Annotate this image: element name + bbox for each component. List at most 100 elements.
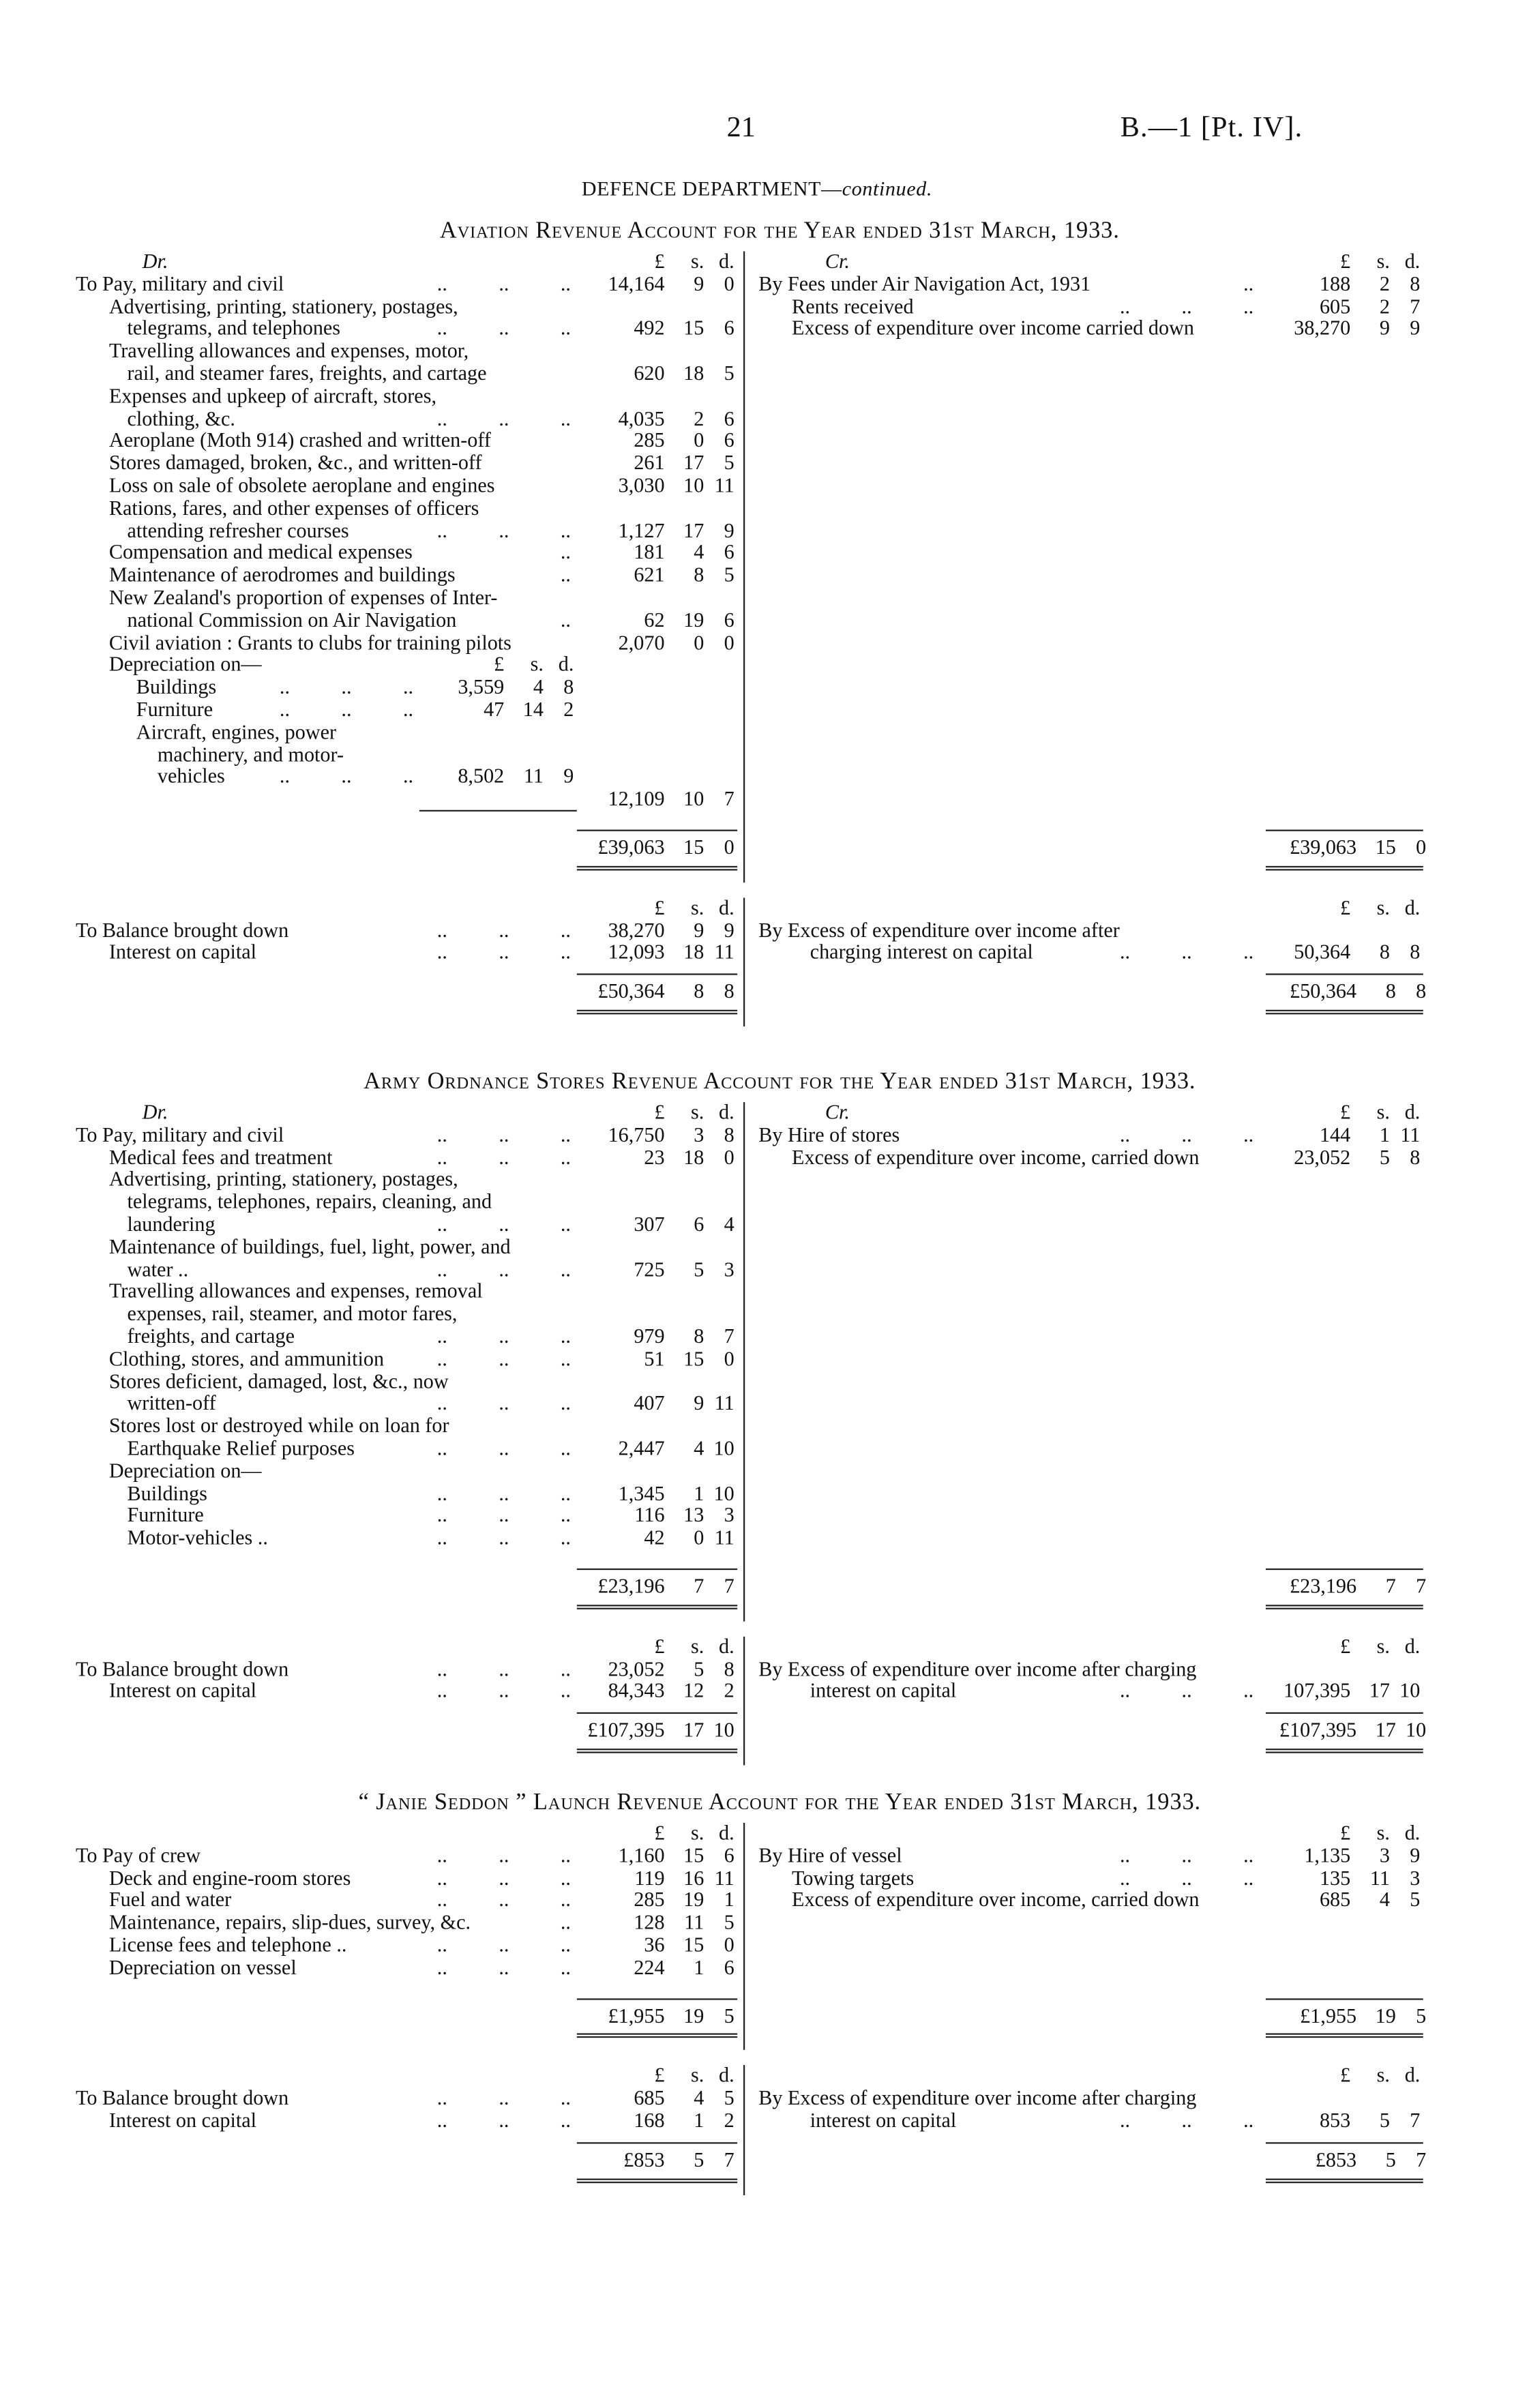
amount: 116 [634,1504,665,1527]
entry-text: Clothing, stores, and ammunition [108,1348,385,1370]
header-label: Dr. [76,252,577,274]
entry-text: vehicles [157,767,225,788]
amount: 1 [724,1888,734,1912]
amount: 144 [1319,1123,1351,1146]
army-ordnance-revenue-account: Army Ordnance Stores Revenue Account for… [76,1070,1426,1766]
amount: 17 [683,451,704,475]
ledger-row: attending refresher courses 1,127 17 9 [76,519,737,543]
entry-description: Stores damaged, broken, &c., and written… [76,453,577,475]
debit-side: £s.d.To Balance brought down23,05258Inte… [76,1635,746,1753]
ledger-row: Buildings 1,345 1 10 [76,1482,737,1506]
dot-leader [471,1912,577,1935]
amount: 9 [694,918,704,941]
spacer [76,1550,737,1569]
amount: 11 [1369,1866,1390,1889]
amount: 0 [724,1145,734,1168]
dot-leader [207,1483,577,1506]
total-amount-box: £1,955 19 5 [1265,1997,1426,2038]
debit-side: Dr. £ s. d. To Pay, military and civil 14,164… [76,250,746,870]
total-amount-box: £1,955 19 5 [576,1997,738,2038]
amount: 0 [694,1526,704,1549]
entry-description: water .. [76,1259,577,1281]
entry-text: Travelling allowances and expenses, remo… [108,1281,483,1303]
entry-description: Expenses and upkeep of aircraft, stores, [76,386,577,408]
sub-amount: 47 [484,698,505,721]
entry-text: Advertising, printing, stationery, posta… [108,1169,458,1191]
currency-column-header: £ [654,1100,665,1124]
amount: 6 [724,608,734,631]
total-amount: 10 [1406,1718,1427,1742]
ledger-row: Excess of expenditure over income, carri… [758,1889,1423,1912]
amount: 5 [724,563,734,586]
currency-column-header: £ [1340,1635,1351,1658]
amount: 621 [634,563,665,586]
entry-text: To Pay, military and civil [76,1125,284,1146]
amount: 181 [634,541,665,564]
amount: 13 [683,1504,704,1527]
currency-column-header: s. [1376,1100,1390,1124]
sub-column-header: d. [558,653,574,676]
total-amount: 8 [1416,979,1427,1002]
amount: 0 [724,630,734,654]
dot-leader [297,1957,577,1980]
entry-text: Loss on sale of obsolete aeroplane and e… [108,475,495,497]
amount: 492 [634,316,665,340]
column-header-row: £ s. d. [758,2064,1423,2088]
ledger-row: interest on capital 107,395 17 10 [758,1680,1423,1704]
dot-leader [1033,942,1260,965]
dot-leader [332,1147,576,1170]
entry-text: rail, and steamer fares, freights, and c… [127,363,487,385]
entry-description: To Balance brought down [76,920,577,942]
entry-description: Furniture [76,1505,577,1528]
amount: 6 [724,406,734,430]
entry-text: Interest on capital [108,1680,257,1703]
amount: 84,343 [608,1679,665,1703]
entry-description: laundering [76,1214,577,1236]
entry-text: Interest on capital [108,2110,257,2132]
amount: 1 [694,2109,704,2132]
dot-leader [256,2111,577,2133]
entry-description: Interest on capital [76,942,577,965]
total-row: £23,196 7 7 [758,1568,1426,1609]
amount: 2 [724,1679,734,1703]
amount: 188 [1319,272,1351,295]
entry-description: Depreciation on— [76,655,419,677]
ledger-row: By Fees under Air Navigation Act, 1931 18… [758,273,1423,296]
side-label: Dr. [142,251,168,273]
total-amount: 17 [683,1718,704,1742]
total-amount: £107,395 [587,1718,665,1742]
entry-text: Civil aviation : Grants to clubs for tra… [108,631,511,654]
ledger-row: rail, and steamer fares, freights, and c… [76,362,737,386]
entry-description: written-off [76,1393,577,1416]
total-amount: 19 [1375,2004,1396,2027]
ledger-row: Deck and engine-room stores 119 16 11 [76,1867,737,1890]
amount: 4 [724,1213,734,1236]
total-amount: 7 [1416,1574,1427,1597]
entry-text: laundering [127,1214,216,1236]
entry-description: Civil aviation : Grants to clubs for tra… [76,632,577,655]
spacer [758,964,1423,973]
entry-description: vehicles [76,767,419,789]
amount: 7 [1410,294,1421,318]
dot-leader [201,1845,577,1868]
column-header-row: Dr. £ s. d. [76,1100,737,1125]
entry-description: Rents received [758,296,1260,318]
entry-description: By Hire of stores [758,1125,1260,1147]
currency-column-header: £ [654,250,665,273]
currency-column-header: s. [690,1100,704,1124]
account-part2: £s.d.To Balance brought down23,05258Inte… [76,1635,1426,1766]
currency-column-header: s. [690,2064,704,2087]
amount: 725 [634,1257,665,1281]
amount: 16,750 [608,1123,665,1146]
amount: 5 [1379,1145,1390,1168]
ledger-row: charging interest on capital 50,364 88 [758,941,1423,965]
spacer [758,2132,1423,2141]
total-row: £39,063 15 0 [758,829,1426,870]
amount: 6 [724,541,734,564]
amount: 11 [714,473,734,497]
entry-description: attending refresher courses [76,520,577,543]
amount: 307 [634,1213,665,1236]
total-amount: 7 [724,2147,734,2171]
subtotal-row: 12,109 10 7 [76,788,737,812]
account-part2: £s.d.To Balance brought down68545Interes… [76,2064,1426,2195]
